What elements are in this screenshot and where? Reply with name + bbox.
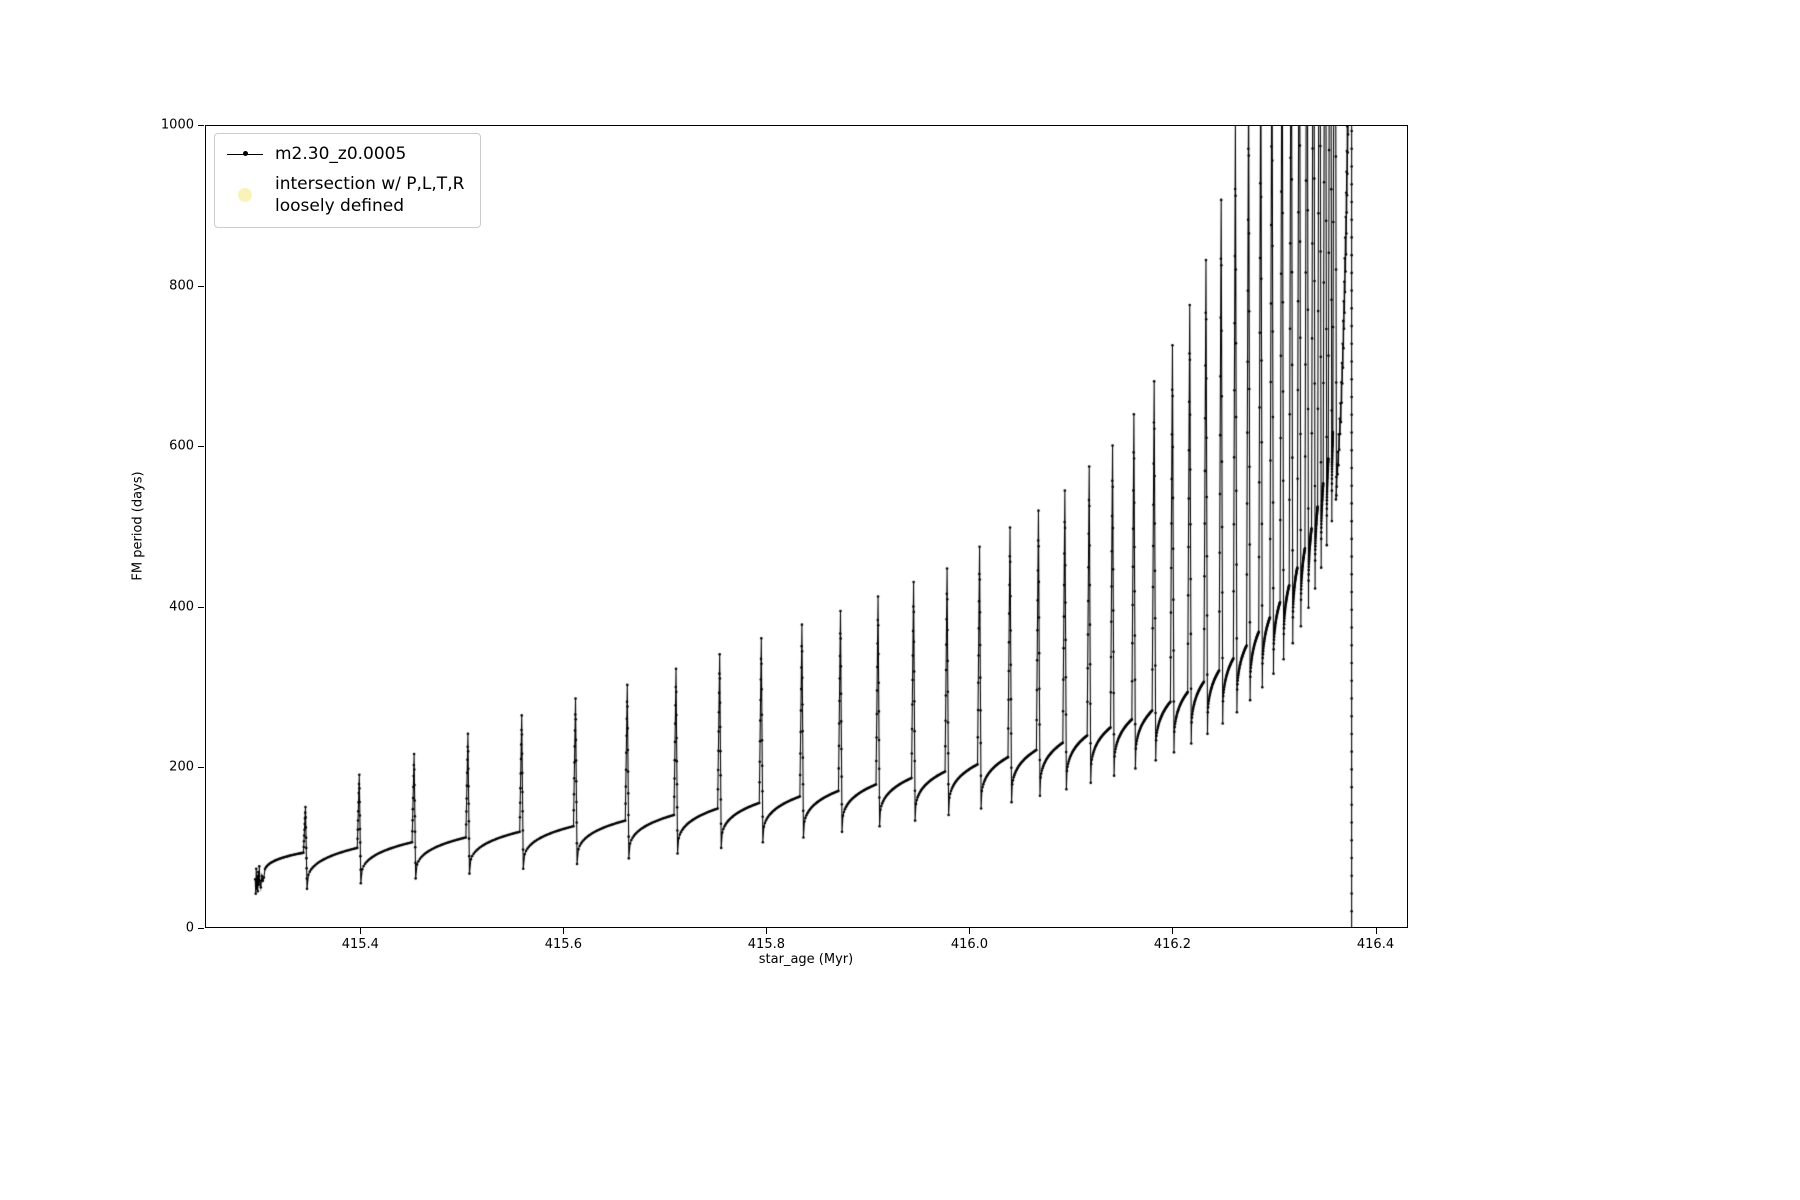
legend-line-marker — [227, 151, 263, 156]
y-tick-mark — [198, 928, 204, 929]
y-axis-label: FM period (days) — [130, 471, 146, 581]
y-tick-label: 1000 — [160, 117, 194, 133]
x-tick-label: 415.6 — [544, 937, 582, 952]
y-tick-mark — [198, 606, 204, 608]
y-tick-mark — [198, 285, 204, 287]
y-tick-mark — [198, 125, 204, 126]
y-tick-mark — [198, 446, 204, 448]
series-line-chart — [206, 126, 1407, 927]
legend-entry-intersection: intersection w/ P,L,T,R loosely defined — [227, 173, 464, 217]
x-tick-mark — [969, 928, 971, 934]
y-tick-label: 800 — [169, 278, 194, 294]
y-tick-label: 0 — [185, 920, 194, 936]
legend-label-intersection: intersection w/ P,L,T,R loosely defined — [275, 174, 465, 217]
x-axis-label: star_age (Myr) — [758, 952, 854, 967]
plot-area: m2.30_z0.0005 intersection w/ P,L,T,R lo… — [205, 125, 1408, 928]
x-tick-mark — [563, 928, 565, 934]
legend-intersection-marker-icon — [238, 188, 252, 203]
x-tick-label: 415.8 — [747, 937, 785, 952]
x-tick-mark — [766, 928, 768, 934]
x-tick-label: 416.0 — [950, 937, 989, 952]
x-tick-mark — [360, 928, 362, 934]
legend-line-dot-icon — [243, 151, 248, 156]
y-tick-mark — [198, 767, 204, 769]
legend-label-series: m2.30_z0.0005 — [275, 144, 407, 164]
x-tick-label: 415.4 — [341, 937, 379, 952]
legend: m2.30_z0.0005 intersection w/ P,L,T,R lo… — [214, 133, 482, 229]
x-tick-mark — [1375, 928, 1377, 934]
legend-entry-series: m2.30_z0.0005 — [227, 144, 464, 164]
x-tick-mark — [1172, 928, 1174, 934]
y-tick-label: 600 — [169, 438, 194, 454]
x-tick-label: 416.4 — [1356, 937, 1395, 952]
y-tick-label: 200 — [169, 759, 194, 775]
x-tick-label: 416.2 — [1153, 937, 1192, 952]
y-tick-label: 400 — [169, 599, 194, 615]
